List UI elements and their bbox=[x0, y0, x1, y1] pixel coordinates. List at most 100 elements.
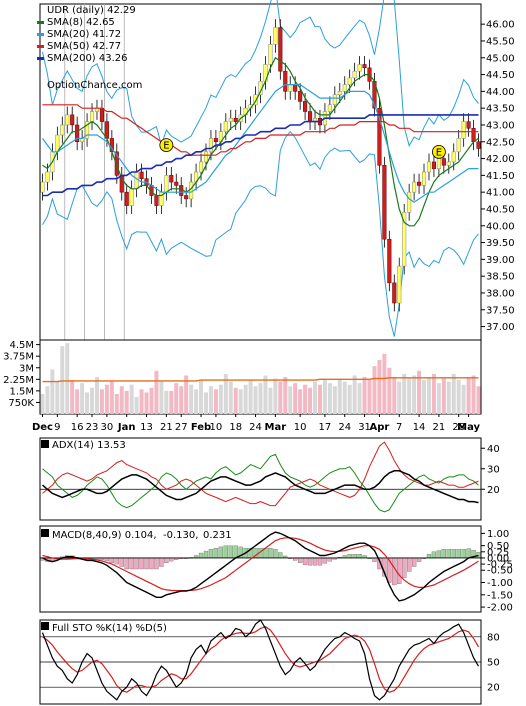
volume-average-line bbox=[42, 377, 479, 383]
x-tick-label: 21 bbox=[433, 422, 446, 433]
volume-bar bbox=[228, 381, 233, 414]
volume-bar bbox=[436, 383, 441, 414]
price-tick-label: 39.50 bbox=[486, 238, 515, 249]
macd-histogram-bar bbox=[372, 557, 377, 562]
minus-di-line bbox=[42, 441, 479, 507]
candle-body bbox=[471, 128, 476, 143]
macd-histogram-bar bbox=[402, 557, 407, 578]
macd-title: MACD(8,40,9) 0.104, bbox=[52, 530, 157, 541]
macd-histogram-value: 0.231 bbox=[203, 530, 232, 541]
volume-tick-label: 3M bbox=[19, 363, 34, 374]
macd-histogram-bar bbox=[213, 547, 219, 559]
price-tick-label: 43.50 bbox=[486, 104, 515, 115]
volume-bar bbox=[55, 381, 60, 414]
volume-bar bbox=[65, 343, 70, 414]
candle-body bbox=[412, 181, 417, 193]
legend-swatch bbox=[37, 57, 44, 60]
x-tick-label: 16 bbox=[71, 422, 84, 433]
macd-tick-label: 0.25 bbox=[487, 547, 509, 558]
volume-bar bbox=[159, 381, 164, 414]
volume-bar bbox=[298, 389, 303, 414]
macd-histogram-bar bbox=[268, 547, 273, 559]
candle-body bbox=[298, 91, 303, 102]
plus-di-line bbox=[42, 453, 479, 513]
candle-body bbox=[203, 151, 209, 163]
earnings-marker-label: E bbox=[436, 147, 442, 158]
macd-line bbox=[42, 531, 479, 602]
candle-body bbox=[134, 171, 139, 190]
macd-histogram-bar bbox=[104, 557, 110, 562]
x-tick-label: Apr bbox=[369, 422, 389, 433]
volume-bar bbox=[248, 380, 253, 414]
volume-bar bbox=[407, 378, 412, 414]
macd-histogram-bar bbox=[456, 549, 461, 559]
volume-bar bbox=[293, 383, 298, 414]
x-tick-label: 7 bbox=[396, 422, 402, 433]
candle-body bbox=[283, 70, 288, 92]
stochastic-title: Full STO %K(14) %D(5) bbox=[52, 623, 167, 634]
volume-bar bbox=[199, 380, 204, 414]
volume-bar bbox=[134, 397, 139, 414]
candle-body bbox=[45, 171, 50, 183]
candle-body bbox=[303, 101, 308, 112]
stochastic-tick-label: 50 bbox=[487, 658, 500, 669]
adx-line bbox=[42, 470, 479, 504]
candle-body bbox=[89, 111, 95, 122]
candle-body bbox=[342, 84, 347, 92]
volume-bar bbox=[367, 380, 372, 414]
price-tick-label: 41.50 bbox=[486, 171, 515, 182]
volume-bar bbox=[169, 390, 174, 414]
volume-bar bbox=[268, 387, 273, 414]
macd-histogram-bar bbox=[208, 549, 214, 559]
price-tick-label: 39.00 bbox=[486, 255, 515, 266]
macd-histogram-bar bbox=[302, 557, 308, 565]
candle-body bbox=[164, 175, 169, 193]
candle-body bbox=[451, 151, 456, 163]
volume-bar bbox=[213, 389, 218, 414]
upper-band-line bbox=[42, 0, 479, 148]
volume-bar bbox=[179, 386, 184, 414]
x-tick-label: 23 bbox=[86, 422, 99, 433]
x-tick-label: 18 bbox=[229, 422, 242, 433]
x-tick-label: Dec bbox=[32, 422, 53, 433]
macd-tick-label: 1.00 bbox=[487, 529, 509, 540]
volume-bar bbox=[362, 377, 367, 414]
volume-bar bbox=[263, 375, 268, 414]
macd-histogram-bar bbox=[273, 549, 278, 559]
candle-body bbox=[70, 114, 75, 126]
x-tick-label: 10 bbox=[210, 422, 223, 433]
macd-tick-label: -1.50 bbox=[487, 590, 513, 601]
price-tick-label: 42.00 bbox=[486, 154, 515, 165]
volume-bar bbox=[184, 375, 189, 414]
volume-bar bbox=[278, 381, 283, 414]
volume-bar bbox=[50, 369, 55, 414]
adx-tick-label: 40 bbox=[487, 444, 500, 455]
candle-body bbox=[213, 138, 218, 143]
candle-body bbox=[426, 161, 432, 173]
volume-bar bbox=[85, 392, 90, 414]
volume-tick-label: 2.25M bbox=[3, 375, 34, 386]
volume-bar bbox=[303, 384, 308, 414]
volume-bar bbox=[129, 384, 134, 414]
adx-tick-label: 20 bbox=[487, 485, 500, 496]
macd-tick-label: -0.25 bbox=[487, 560, 513, 571]
volume-bar bbox=[60, 346, 65, 414]
volume-bar bbox=[402, 373, 407, 414]
candle-body bbox=[223, 121, 228, 132]
volume-bar bbox=[208, 386, 213, 414]
volume-tick-label: 750K bbox=[8, 398, 34, 409]
volume-bar bbox=[258, 383, 263, 414]
candle-body bbox=[377, 107, 382, 166]
candle-body bbox=[233, 117, 238, 122]
macd-histogram-bar bbox=[169, 557, 174, 562]
earnings-marker bbox=[431, 144, 446, 159]
volume-bar bbox=[283, 377, 288, 414]
x-tick-label: 14 bbox=[413, 422, 426, 433]
adx-legend-swatch bbox=[41, 440, 49, 448]
volume-bar bbox=[352, 375, 357, 414]
macd-histogram-bar bbox=[297, 557, 303, 564]
volume-bar bbox=[288, 386, 293, 414]
volume-bar bbox=[426, 377, 431, 414]
volume-bar bbox=[347, 384, 352, 414]
candle-body bbox=[347, 77, 352, 85]
